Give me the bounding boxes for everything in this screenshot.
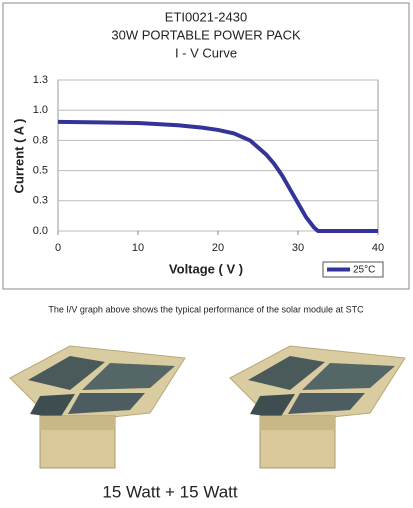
chart-title: ETI0021-2430 [165, 9, 247, 24]
line [57, 119, 378, 233]
x-tick-label: 10 [132, 242, 144, 254]
x-tick-label: 30 [292, 242, 304, 254]
chart-subtitle: 30W PORTABLE POWER PACK [111, 27, 301, 42]
x-tick-label: 20 [212, 242, 224, 254]
y-tick-label: 1.0 [33, 104, 48, 116]
x-tick-label: 0 [55, 242, 61, 254]
caption: The I/V graph above shows the typical pe… [48, 304, 364, 314]
y-tick-label: 0.8 [33, 134, 48, 146]
legend [322, 261, 384, 278]
product-image [229, 345, 406, 469]
y-tick-label: 0.5 [33, 165, 48, 177]
y-tick-label: 0.3 [33, 195, 48, 207]
x-axis-label: Voltage ( V ) [169, 261, 243, 276]
legend-label: 25°C [353, 265, 375, 276]
plot-area [57, 79, 379, 232]
x-tick-label: 40 [372, 242, 384, 254]
chart-subtitle: I - V Curve [175, 45, 237, 60]
product-image [9, 345, 186, 469]
footer: 15 Watt + 15 Watt [102, 482, 238, 501]
y-tick-label: 1.3 [33, 74, 48, 86]
y-tick-label: 0.0 [33, 225, 48, 237]
y-axis-label: Current ( A ) [11, 119, 26, 194]
